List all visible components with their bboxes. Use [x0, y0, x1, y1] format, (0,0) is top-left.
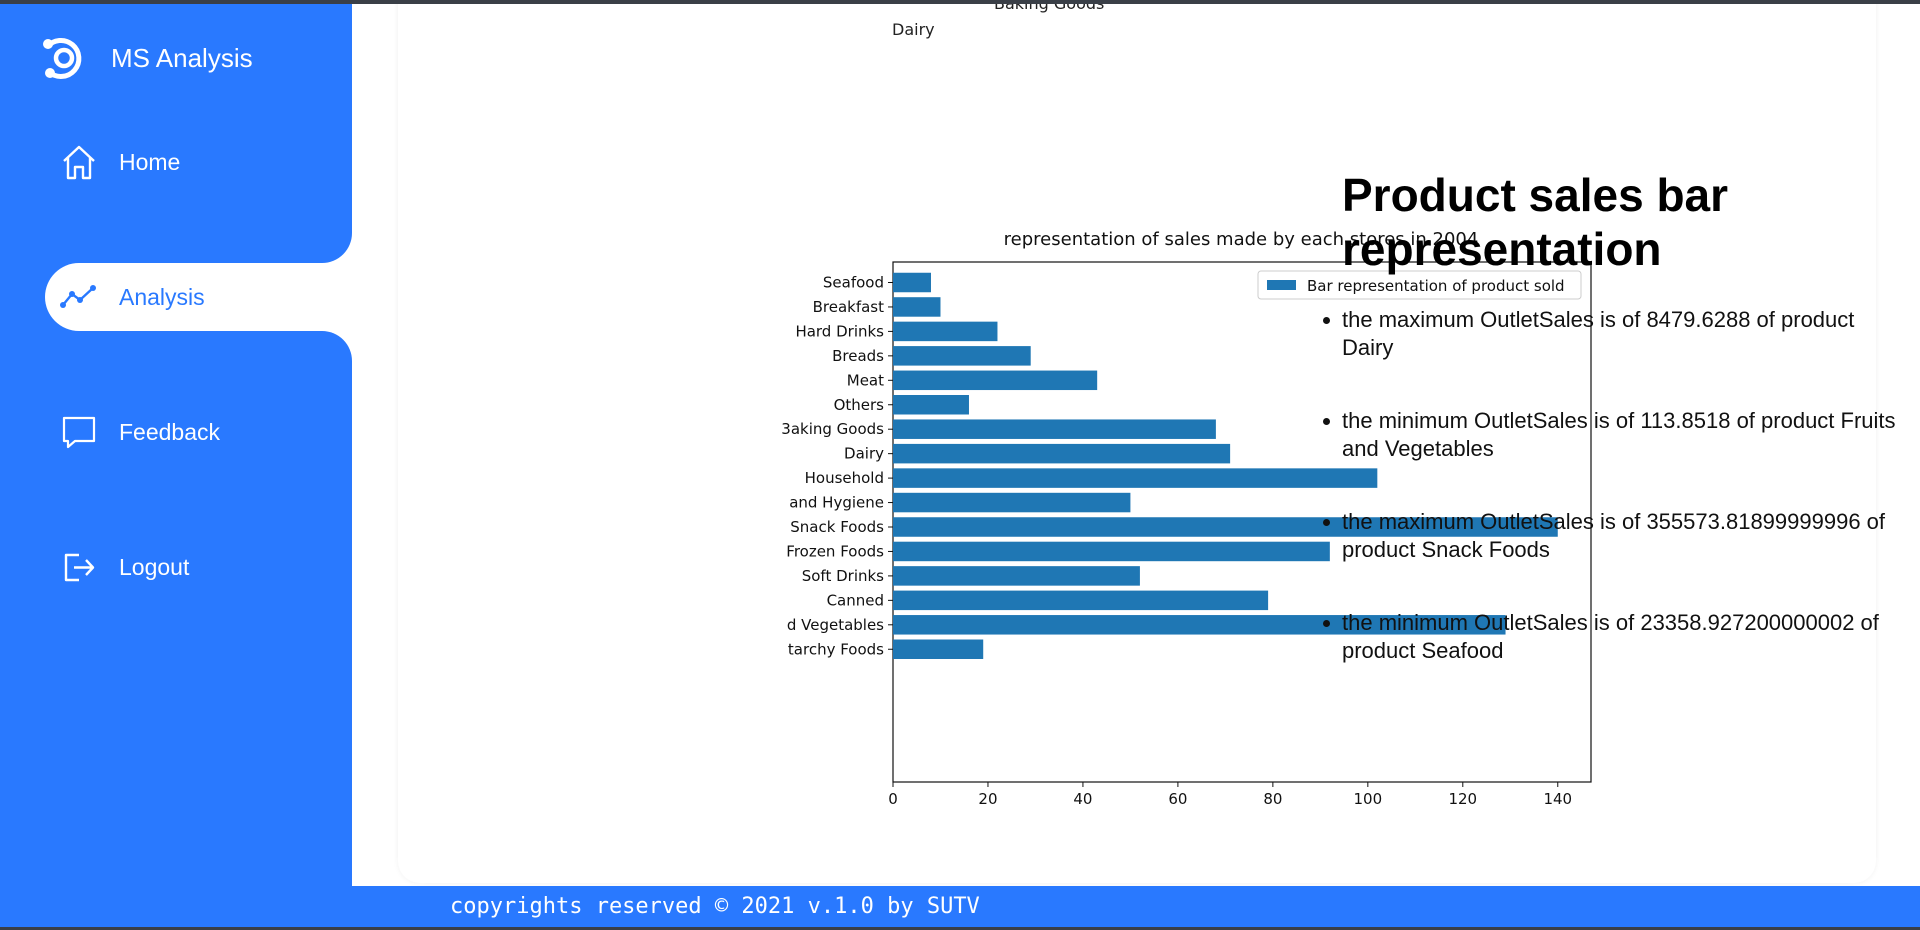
x-tick-label: 100 [1354, 790, 1383, 808]
bar-snack-foods [893, 517, 1558, 537]
summary-item: the maximum OutletSales is of 8479.6288 … [1323, 306, 1902, 362]
trend-line-icon [60, 285, 96, 308]
bar-others [893, 395, 969, 415]
bar-dairy [893, 443, 1231, 464]
y-tick-label: Others [834, 396, 885, 414]
sidebar-item-logout[interactable]: Logout [45, 533, 352, 601]
y-tick-label: Seafood [823, 274, 884, 292]
y-tick-label: and Hygiene [789, 494, 884, 512]
summary-item: the minimum OutletSales is of 113.8518 o… [1323, 407, 1902, 463]
y-tick-label: Breakfast [813, 298, 885, 316]
y-tick-label: tarchy Foods [788, 640, 884, 658]
y-axis-ticks: Seafood Breakfast Hard Drinks Breads Meat Oth… [781, 274, 893, 658]
sidebar-item-home[interactable]: Home [45, 128, 352, 196]
x-tick-label: 20 [978, 790, 997, 808]
sidebar: MS Analysis Home Analysis Feedback Logou… [0, 0, 352, 886]
logout-icon [64, 553, 95, 582]
nav-curve-top [292, 203, 352, 263]
y-tick-label: Household [805, 469, 884, 487]
sidebar-item-label: Analysis [119, 283, 205, 310]
footer: copyrights reserved © 2021 v.1.0 by SUTV [352, 886, 1920, 927]
chat-bubble-icon [62, 416, 96, 449]
legend-swatch [1267, 280, 1296, 290]
bar-household [893, 468, 1378, 488]
y-tick-label: Meat [847, 371, 884, 389]
sidebar-item-label: Home [119, 148, 181, 175]
home-icon [63, 145, 95, 180]
nav-curve-bottom [292, 331, 352, 371]
y-tick-label: 3aking Goods [781, 420, 884, 438]
bar-fruits-and-vegetables [893, 615, 1506, 635]
bar-hard-drinks [893, 321, 998, 342]
chart-legend: Bar representation of product sold [1257, 270, 1582, 300]
bar-health-and-hygiene [893, 492, 1131, 513]
y-tick-label: Frozen Foods [786, 542, 884, 560]
y-tick-label: Breads [832, 347, 884, 365]
x-axis-ticks: 0 20 40 60 80 100 120 140 [888, 782, 1572, 808]
app-name: MS Analysis [111, 42, 253, 73]
app-logo-icon [43, 38, 82, 79]
y-tick-label: d Vegetables [787, 616, 884, 634]
bar-soft-drinks [893, 566, 1140, 586]
y-tick-label: Canned [827, 591, 884, 609]
pie-label-dairy: Dairy [892, 20, 935, 39]
brand[interactable]: MS Analysis [33, 30, 253, 86]
main-content: Dairy Baking Goods representation of sal… [352, 0, 1920, 886]
x-tick-label: 60 [1168, 790, 1187, 808]
bars-group [893, 272, 1558, 659]
sidebar-item-feedback[interactable]: Feedback [45, 398, 352, 466]
bar-seafood [893, 272, 931, 293]
summary-list: the maximum OutletSales is of 8479.6288 … [1323, 306, 1902, 665]
y-tick-label: Hard Drinks [795, 322, 884, 340]
summary-item: the maximum OutletSales is of 355573.818… [1323, 508, 1902, 564]
sidebar-item-analysis[interactable]: Analysis [45, 263, 352, 331]
copyright-text: copyrights reserved © 2021 v.1.0 by SUTV [450, 894, 980, 919]
section-title: Product sales bar representation [1342, 169, 1729, 275]
x-tick-label: 0 [888, 790, 898, 808]
x-tick-label: 120 [1448, 790, 1477, 808]
bar-starchy-foods [893, 639, 984, 659]
y-tick-label: Soft Drinks [802, 567, 884, 585]
x-tick-label: 40 [1073, 790, 1092, 808]
sales-summary: Product sales bar representation the max… [1323, 168, 1902, 710]
y-tick-label: Snack Foods [790, 518, 884, 536]
bar-baking-goods [893, 419, 1216, 439]
sidebar-item-label: Logout [119, 553, 190, 580]
bar-chart: representation of sales made by each sto… [781, 229, 1592, 808]
bar-canned [893, 590, 1269, 611]
bar-meat [893, 370, 1098, 391]
bar-breads [893, 346, 1031, 366]
legend-label: Bar representation of product sold [1307, 277, 1565, 295]
chart-title: representation of sales made by each sto… [1004, 229, 1479, 250]
window-top-border [0, 0, 1920, 4]
summary-item: the minimum OutletSales is of 23358.9272… [1323, 609, 1902, 665]
x-tick-label: 140 [1543, 790, 1572, 808]
sidebar-item-label: Feedback [119, 418, 221, 445]
y-tick-label: Dairy [844, 445, 884, 463]
bar-frozen-foods [893, 541, 1330, 562]
bar-breakfast [893, 297, 941, 317]
legend-box [1257, 270, 1582, 300]
window-bottom-border [0, 927, 1920, 930]
x-tick-label: 80 [1263, 790, 1282, 808]
